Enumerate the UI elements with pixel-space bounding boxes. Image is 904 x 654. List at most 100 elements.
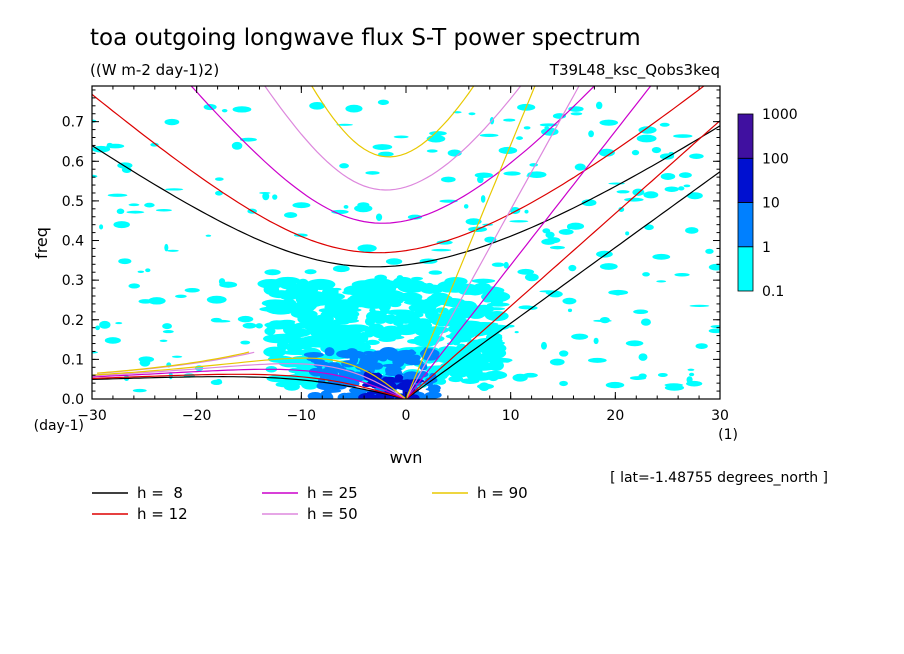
shade-blob: [349, 324, 367, 332]
shade-blob: [491, 262, 505, 267]
shade-blob: [145, 268, 151, 273]
shade-blob: [306, 278, 336, 290]
shade-blob: [126, 210, 145, 214]
shade-blob: [374, 392, 387, 399]
legend-label: h = 50: [307, 505, 358, 523]
dispersion-curve: [92, 357, 407, 399]
shade-blob: [324, 347, 335, 357]
shade-blob: [215, 177, 224, 181]
shade-blob: [184, 287, 200, 293]
shade-blob: [339, 163, 349, 169]
shade-blob: [480, 195, 486, 203]
colorbar-swatch: [737, 113, 754, 159]
shade-blob: [593, 319, 612, 323]
shade-blob: [695, 343, 708, 349]
x-axis-unit: (1): [718, 427, 738, 443]
dispersion-curve: [92, 373, 407, 399]
shade-blob: [643, 191, 659, 199]
shade-blob: [545, 231, 555, 239]
dispersion-curve: [92, 368, 407, 399]
x-tick-label: 0: [402, 408, 411, 424]
shade-blob: [687, 368, 695, 371]
shade-blob: [559, 350, 569, 357]
x-tick-label: −10: [287, 408, 317, 424]
shaded-spectrum: [92, 99, 720, 399]
shade-blob: [107, 193, 128, 197]
shade-blob: [435, 378, 447, 385]
legend-label: h = 8: [137, 484, 183, 502]
shade-blob: [605, 381, 625, 389]
colorbar: 0.1 1 10 100 1000: [737, 107, 798, 300]
shade-blob: [398, 324, 424, 330]
shade-blob: [320, 390, 332, 397]
shade-blob: [473, 282, 491, 291]
dispersion-curve: [405, 171, 720, 399]
shade-blob: [656, 280, 667, 283]
y-axis-label: freq: [32, 227, 51, 259]
shade-blob: [636, 134, 657, 143]
shade-blob: [664, 383, 684, 387]
shade-blob: [477, 175, 484, 184]
shade-blob: [280, 298, 297, 311]
shade-blob: [164, 188, 184, 191]
shade-blob: [503, 118, 516, 122]
shade-blob: [413, 336, 439, 347]
shade-blob: [461, 347, 476, 356]
shade-blob: [456, 368, 483, 376]
shade-blob: [465, 218, 482, 225]
shade-blob: [162, 323, 172, 330]
shade-blob: [571, 333, 589, 340]
shade-blob: [664, 186, 679, 192]
shade-blob: [304, 269, 317, 275]
dispersion-curve: [264, 86, 522, 191]
shade-blob: [683, 184, 691, 188]
legend-label: h = 90: [477, 484, 528, 502]
shade-blob: [164, 243, 169, 252]
shade-blob: [104, 337, 121, 344]
chart-subtitle: ((W m-2 day-1)2): [90, 61, 219, 79]
shade-blob: [625, 231, 630, 236]
y-tick-label: 0.0: [62, 392, 84, 408]
shade-blob: [633, 309, 649, 315]
x-tick-label: −20: [182, 408, 212, 424]
shade-blob: [616, 190, 630, 194]
y-axis-unit: (day-1): [34, 418, 84, 434]
shade-blob: [642, 272, 650, 277]
shade-blob: [255, 323, 263, 329]
shade-blob: [516, 136, 523, 140]
shade-blob: [92, 145, 111, 153]
colorbar-swatch: [737, 202, 754, 248]
shade-blob: [463, 204, 469, 209]
colorbar-label: 100: [762, 151, 789, 167]
shade-blob: [581, 199, 597, 207]
shade-blob: [638, 353, 648, 361]
shade-blob: [215, 379, 223, 385]
shade-blob: [404, 356, 414, 364]
shade-blob: [219, 281, 238, 288]
shade-blob: [427, 384, 441, 392]
y-tick-label: 0.4: [62, 234, 84, 250]
shade-blob: [281, 350, 310, 355]
shade-blob: [509, 220, 529, 223]
shade-blob: [366, 310, 387, 323]
shade-blob: [486, 302, 510, 307]
shade-blob: [284, 212, 298, 218]
shade-blob: [147, 297, 166, 305]
shade-blob: [309, 101, 326, 110]
shade-blob: [678, 186, 685, 191]
shade-blob: [314, 298, 345, 305]
shade-blob: [567, 222, 585, 230]
latitude-annotation: [ lat=-1.48755 degrees_north ]: [610, 470, 828, 486]
shade-blob: [307, 391, 323, 399]
shade-blob: [385, 365, 394, 376]
shade-blob: [651, 147, 662, 154]
shade-blob: [357, 244, 377, 253]
shade-blob: [358, 392, 377, 399]
x-tick-label: 30: [711, 408, 729, 424]
shade-blob: [286, 342, 303, 352]
dispersion-curve: [97, 351, 250, 374]
shade-blob: [389, 329, 402, 339]
y-tick-label: 0.5: [62, 194, 84, 210]
shade-blob: [242, 322, 257, 329]
